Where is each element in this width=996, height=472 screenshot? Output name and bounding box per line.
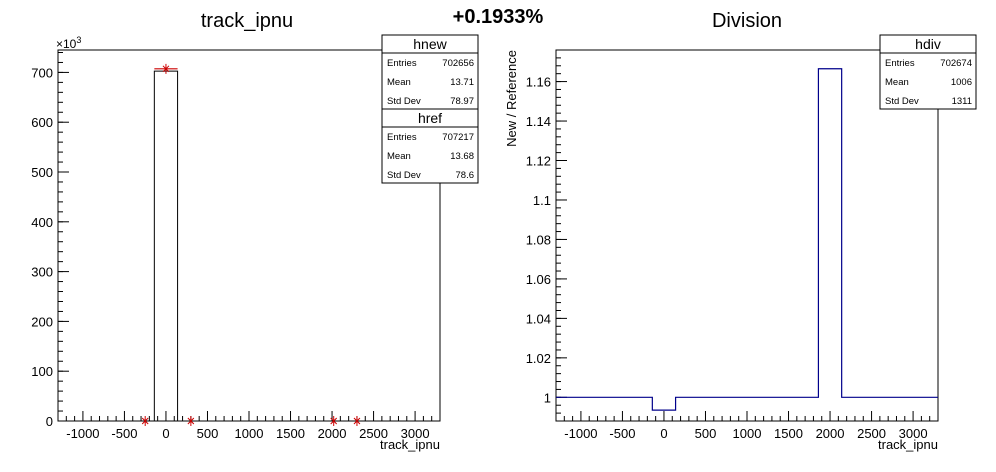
stats-label: Std Dev [885, 96, 919, 107]
left-axis-ticks: -1000 -500 0 500 1000 1500 2000 2500 3000 0 100 200… [31, 51, 441, 441]
href-marker [187, 416, 195, 426]
y-tick-label: 200 [31, 314, 53, 329]
right-y-axis-label: New / Reference [504, 50, 519, 147]
y-tick-label: 300 [31, 265, 53, 280]
stats-label: Entries [387, 132, 417, 143]
href-marker [353, 416, 361, 426]
x-tick-label: 0 [162, 426, 169, 441]
x-tick-label: 1000 [733, 426, 762, 441]
x-tick-label: -500 [609, 426, 635, 441]
left-stats-boxes: hnew Entries 702656 Mean 13.71 Std Dev 78.97 hr… [381, 34, 479, 184]
stats-label: Std Dev [387, 170, 421, 181]
x-tick-label: 2500 [359, 426, 388, 441]
y-tick-label: 1.04 [526, 311, 551, 326]
stats-box [381, 108, 479, 184]
stats-value: 702674 [940, 58, 972, 69]
stats-box-title: href [418, 110, 442, 126]
stats-box [381, 34, 479, 110]
y-tick-label: 1.08 [526, 232, 551, 247]
right-chart-title: Division [712, 10, 782, 32]
left-x-axis-label: track_ipnu [380, 437, 440, 452]
x-tick-label: 2000 [816, 426, 845, 441]
left-chart: track_ipnu -1000 -500 0 500 1000 1500 2000 2500… [31, 10, 479, 452]
y-tick-label: 1.02 [526, 351, 551, 366]
stats-box-title: hdiv [915, 36, 941, 52]
x-tick-label: 2000 [318, 426, 347, 441]
x-tick-label: 3000 [899, 426, 928, 441]
x-tick-label: 500 [695, 426, 717, 441]
x-tick-label: 0 [660, 426, 667, 441]
y-tick-label: 700 [31, 65, 53, 80]
href-marker [141, 416, 149, 426]
percent-change-label: +0.1933% [453, 6, 544, 28]
x-tick-label: 1500 [774, 426, 803, 441]
stats-label: Mean [387, 151, 411, 162]
stats-box-title: hnew [413, 36, 447, 52]
y-tick-label: 100 [31, 364, 53, 379]
left-y-exponent: ×103 [56, 35, 81, 51]
stats-value: 1311 [952, 96, 972, 107]
stats-label: Mean [885, 77, 909, 88]
y-tick-label: 1.16 [526, 75, 551, 90]
x-tick-label: 3000 [401, 426, 430, 441]
y-tick-label: 1 [544, 390, 551, 405]
right-axis-ticks: -1000 -500 0 500 1000 1500 2000 2500 3000 1 1.02 1.… [526, 57, 939, 441]
stats-value: 702656 [442, 58, 474, 69]
x-tick-label: -1000 [564, 426, 597, 441]
hdiv-step-line [556, 68, 938, 411]
stats-label: Std Dev [387, 96, 421, 107]
right-chart: Division -1000 -500 0 500 1000 1500 2000 2500 30… [504, 10, 977, 452]
x-tick-label: 1000 [235, 426, 264, 441]
stats-label: Entries [387, 58, 417, 69]
y-tick-label: 400 [31, 215, 53, 230]
x-tick-label: -1000 [66, 426, 99, 441]
stats-label: Entries [885, 58, 915, 69]
y-tick-label: 0 [46, 414, 53, 429]
x-tick-label: 500 [197, 426, 219, 441]
hnew-bin [153, 70, 179, 421]
y-tick-label: 600 [31, 115, 53, 130]
stats-label: Mean [387, 77, 411, 88]
right-histogram [556, 68, 938, 411]
y-tick-label: 1.1 [533, 193, 551, 208]
left-chart-title: track_ipnu [201, 10, 293, 32]
stats-box [879, 34, 977, 110]
stats-value: 78.97 [450, 96, 474, 107]
y-tick-label: 1.14 [526, 114, 551, 129]
stats-value: 1006 [951, 77, 972, 88]
y-tick-label: 1.06 [526, 272, 551, 287]
stats-value: 707217 [442, 132, 474, 143]
stats-value: 13.71 [450, 77, 474, 88]
y-tick-label: 1.12 [526, 154, 551, 169]
left-histograms [141, 63, 361, 426]
x-tick-label: -500 [111, 426, 137, 441]
stats-value: 13.68 [450, 151, 474, 162]
x-tick-label: 2500 [857, 426, 886, 441]
right-x-axis-label: track_ipnu [878, 437, 938, 452]
x-tick-label: 1500 [276, 426, 305, 441]
stats-value: 78.6 [456, 170, 475, 181]
href-marker [330, 416, 338, 426]
href-marker [162, 63, 170, 74]
y-tick-label: 500 [31, 165, 53, 180]
